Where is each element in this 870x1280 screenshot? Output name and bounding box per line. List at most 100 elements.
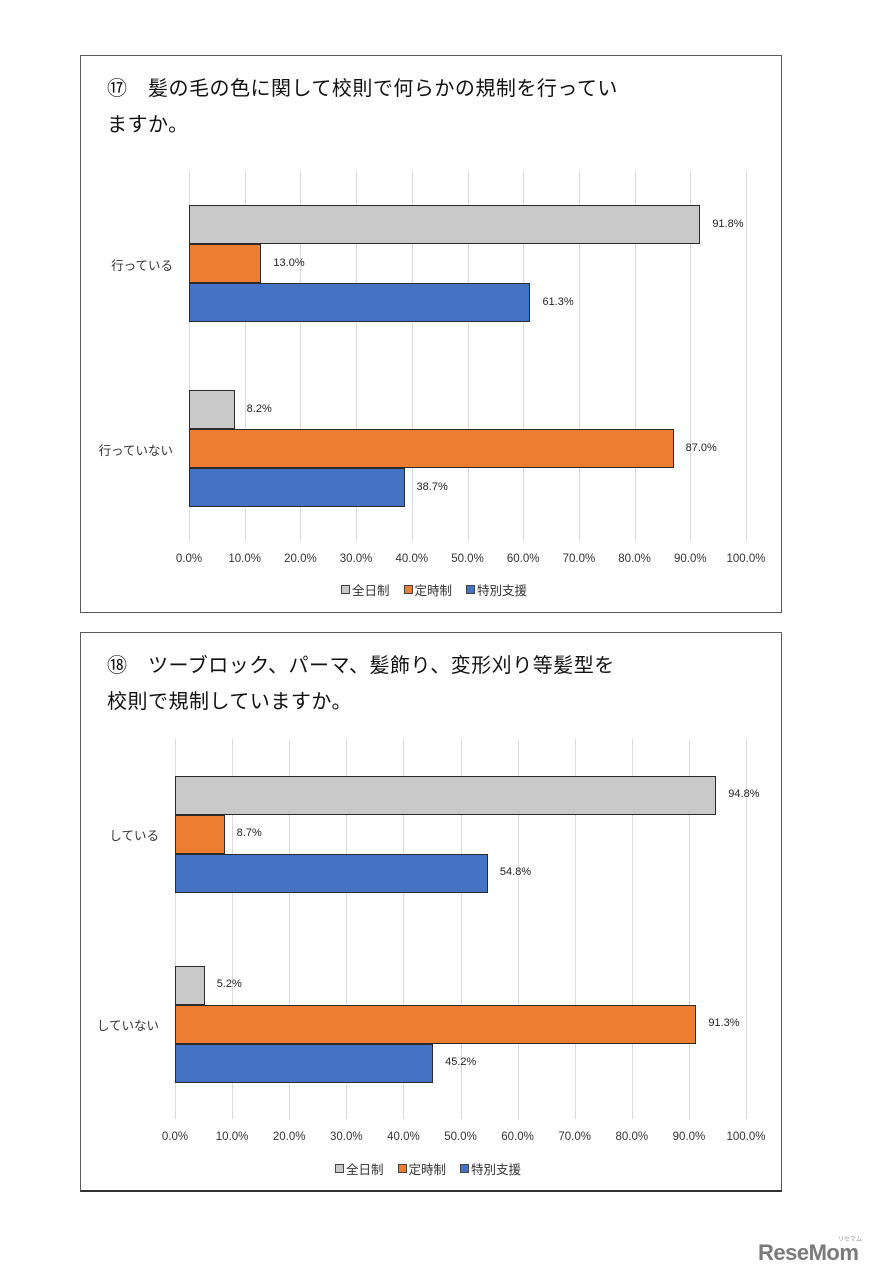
bar-parttime: [189, 244, 262, 283]
gridline: [467, 171, 469, 541]
legend-item: 特別支援: [460, 1159, 521, 1178]
chart-panel-17: ⑰ 髪の毛の色に関して校則で何らかの規制を行ってい ますか。 91.8% 13.0…: [80, 55, 782, 613]
bar-special-support: [189, 468, 405, 507]
chart-panel-18: ⑱ ツーブロック、パーマ、髪飾り、変形刈り等髪型を 校則で規制していますか。 9…: [80, 632, 782, 1192]
legend-item: 全日制: [340, 580, 390, 599]
gridline: [244, 171, 246, 541]
data-label: 91.3%: [708, 1017, 740, 1029]
x-tick-label: 90.0%: [673, 553, 707, 565]
gridline: [688, 739, 690, 1119]
gridline: [356, 171, 358, 541]
chart-title: ⑱ ツーブロック、パーマ、髪飾り、変形刈り等髪型を 校則で規制していますか。: [107, 653, 615, 713]
chart-title: ⑰ 髪の毛の色に関して校則で何らかの規制を行ってい ますか。: [107, 76, 618, 136]
gridline: [346, 739, 348, 1119]
x-tick-label: 90.0%: [672, 1131, 706, 1143]
legend-label: 定時制: [408, 1162, 447, 1177]
bar-fulltime: [175, 775, 717, 815]
resemom-logo: ReseMom: [758, 1240, 859, 1265]
bar-parttime: [175, 1004, 697, 1044]
gridline: [403, 739, 405, 1119]
legend-item: 定時制: [397, 1159, 446, 1178]
x-tick-label: 100.0%: [726, 1131, 766, 1143]
gridline: [411, 171, 413, 541]
gridline: [523, 171, 525, 541]
x-tick-label: 30.0%: [329, 1131, 363, 1143]
data-label: 87.0%: [685, 441, 717, 454]
data-label: 38.7%: [416, 480, 448, 493]
bar-parttime: [175, 814, 225, 854]
legend-label: 特別支援: [477, 583, 528, 598]
legend-swatch-icon: [334, 1164, 344, 1173]
x-tick-label: 0.0%: [175, 553, 203, 565]
legend-swatch-icon: [397, 1164, 407, 1173]
legend-swatch-icon: [340, 585, 350, 594]
legend-swatch-icon: [466, 585, 476, 594]
data-label: 54.8%: [499, 866, 532, 878]
gridline: [746, 739, 747, 1119]
gridline: [690, 171, 692, 541]
gridline: [189, 171, 190, 541]
gridline: [175, 739, 176, 1119]
category-label: していない: [96, 1018, 159, 1033]
chart-legend: 全日制 定時制 特別支援: [334, 1159, 521, 1178]
gridline: [517, 739, 519, 1119]
gridline: [574, 739, 576, 1119]
legend-label: 全日制: [345, 1162, 384, 1177]
legend-item: 全日制: [334, 1159, 384, 1178]
x-tick-label: 10.0%: [215, 1131, 249, 1143]
resemom-logo-subtext: リセマム: [838, 1236, 863, 1243]
data-label: 94.8%: [728, 788, 760, 800]
bar-special-support: [189, 283, 531, 322]
chart-legend: 全日制 定時制 特別支援: [340, 580, 527, 599]
x-tick-label: 20.0%: [284, 553, 317, 565]
legend-label: 特別支援: [471, 1162, 522, 1177]
bar-fulltime: [189, 390, 235, 429]
category-label: している: [109, 828, 159, 843]
x-tick-label: 80.0%: [615, 1131, 649, 1143]
x-tick-label: 40.0%: [395, 553, 429, 565]
data-label: 8.2%: [246, 402, 272, 415]
bar-parttime: [189, 429, 674, 468]
x-tick-label: 70.0%: [562, 553, 596, 565]
gridline: [578, 171, 580, 541]
data-label: 5.2%: [216, 978, 242, 990]
x-tick-label: 30.0%: [339, 553, 373, 565]
legend-swatch-icon: [460, 1164, 470, 1173]
x-tick-label: 60.0%: [501, 1131, 534, 1143]
category-label: 行っている: [111, 257, 173, 273]
x-tick-label: 100.0%: [726, 553, 766, 565]
legend-item: 特別支援: [466, 580, 527, 599]
x-tick-label: 40.0%: [387, 1131, 420, 1143]
x-tick-label: 10.0%: [228, 553, 261, 565]
x-tick-label: 70.0%: [558, 1131, 591, 1143]
gridline: [300, 171, 302, 541]
gridline: [460, 739, 462, 1119]
bar-special-support: [175, 1043, 434, 1083]
x-tick-label: 0.0%: [161, 1131, 189, 1143]
x-tick-label: 80.0%: [618, 553, 651, 565]
data-label: 61.3%: [542, 295, 574, 308]
bar-fulltime: [175, 965, 205, 1005]
gridline: [631, 739, 633, 1119]
plot-area: 94.8% 8.7% 54.8% 5.2% 91.3% 45.2%: [175, 739, 760, 1119]
x-tick-label: 60.0%: [506, 553, 540, 565]
data-label: 8.7%: [236, 827, 262, 839]
data-label: 45.2%: [445, 1056, 477, 1068]
bar-fulltime: [189, 205, 701, 244]
category-label: 行っていない: [98, 442, 173, 458]
gridline: [634, 171, 636, 541]
x-tick-label: 50.0%: [444, 1131, 477, 1143]
legend-swatch-icon: [403, 585, 413, 594]
legend-item: 定時制: [403, 580, 452, 599]
data-label: 91.8%: [712, 217, 744, 230]
plot-area: 91.8% 13.0% 61.3% 8.2% 87.0% 38.7%: [189, 171, 747, 541]
legend-label: 全日制: [351, 583, 390, 598]
legend-label: 定時制: [414, 583, 453, 598]
bar-special-support: [175, 853, 488, 893]
x-tick-label: 20.0%: [272, 1131, 306, 1143]
gridline: [232, 739, 234, 1119]
data-label: 13.0%: [273, 256, 305, 269]
gridline: [289, 739, 291, 1119]
x-tick-label: 50.0%: [451, 553, 484, 565]
gridline: [746, 171, 747, 541]
